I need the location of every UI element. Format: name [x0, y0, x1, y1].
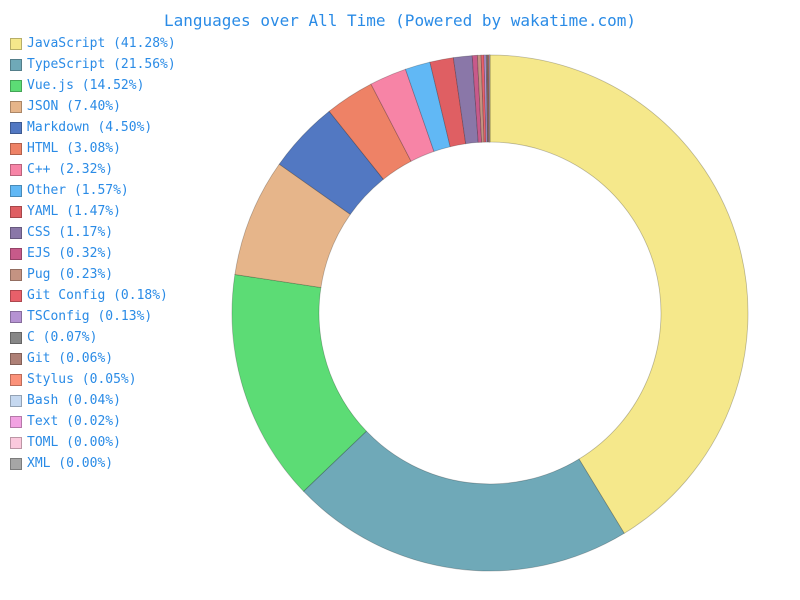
- slice-javascript[interactable]: [489, 54, 749, 534]
- slice-ejs[interactable]: [471, 54, 483, 143]
- legend-label: TOML (0.00%): [27, 435, 121, 450]
- legend-label: JSON (7.40%): [27, 99, 121, 114]
- legend-swatch: [10, 79, 22, 92]
- legend-label: C++ (2.32%): [27, 162, 114, 177]
- legend-item-c[interactable]: C (0.07%): [10, 327, 176, 348]
- legend-item-toml[interactable]: TOML (0.00%): [10, 432, 176, 453]
- legend-item-tsconfig[interactable]: TSConfig (0.13%): [10, 306, 176, 327]
- legend-swatch: [10, 289, 22, 302]
- legend-label: Vue.js (14.52%): [27, 78, 145, 93]
- legend-swatch: [10, 37, 22, 50]
- legend-swatch: [10, 373, 22, 386]
- slice-typescript[interactable]: [302, 430, 625, 572]
- legend-label: Stylus (0.05%): [27, 372, 137, 387]
- legend-swatch: [10, 268, 22, 281]
- legend-label: JavaScript (41.28%): [27, 36, 176, 51]
- legend-label: Text (0.02%): [27, 414, 121, 429]
- legend-label: Other (1.57%): [27, 183, 129, 198]
- legend-swatch: [10, 247, 22, 260]
- legend-swatch: [10, 163, 22, 176]
- legend-swatch: [10, 352, 22, 365]
- legend-item-markdown[interactable]: Markdown (4.50%): [10, 117, 176, 138]
- legend-label: YAML (1.47%): [27, 204, 121, 219]
- legend-item-typescript[interactable]: TypeScript (21.56%): [10, 54, 176, 75]
- legend-label: TypeScript (21.56%): [27, 57, 176, 72]
- legend-swatch: [10, 58, 22, 71]
- legend-item-css[interactable]: CSS (1.17%): [10, 222, 176, 243]
- slice-css[interactable]: [452, 55, 479, 145]
- legend: JavaScript (41.28%) TypeScript (21.56%) Vu…: [10, 33, 176, 474]
- legend-item-json[interactable]: JSON (7.40%): [10, 96, 176, 117]
- legend-item-stylus[interactable]: Stylus (0.05%): [10, 369, 176, 390]
- legend-item-xml[interactable]: XML (0.00%): [10, 453, 176, 474]
- legend-item-git-config[interactable]: Git Config (0.18%): [10, 285, 176, 306]
- slice-markdown[interactable]: [278, 110, 384, 215]
- legend-label: XML (0.00%): [27, 456, 114, 471]
- legend-label: Bash (0.04%): [27, 393, 121, 408]
- legend-label: HTML (3.08%): [27, 141, 121, 156]
- legend-swatch: [10, 457, 22, 470]
- legend-item-bash[interactable]: Bash (0.04%): [10, 390, 176, 411]
- legend-item-javascript[interactable]: JavaScript (41.28%): [10, 33, 176, 54]
- legend-label: Markdown (4.50%): [27, 120, 153, 135]
- legend-label: TSConfig (0.13%): [27, 309, 153, 324]
- slice-stylus[interactable]: [487, 54, 490, 143]
- legend-label: EJS (0.32%): [27, 246, 114, 261]
- slice-pug[interactable]: [476, 54, 485, 143]
- legend-item-vue-js[interactable]: Vue.js (14.52%): [10, 75, 176, 96]
- legend-swatch: [10, 100, 22, 113]
- legend-swatch: [10, 394, 22, 407]
- legend-swatch: [10, 436, 22, 449]
- legend-swatch: [10, 331, 22, 344]
- slice-bash[interactable]: [488, 54, 491, 143]
- legend-item-cpp[interactable]: C++ (2.32%): [10, 159, 176, 180]
- chart-title: Languages over All Time (Powered by waka…: [163, 11, 636, 30]
- legend-item-html[interactable]: HTML (3.08%): [10, 138, 176, 159]
- legend-label: C (0.07%): [27, 330, 98, 345]
- legend-swatch: [10, 184, 22, 197]
- legend-label: Git (0.06%): [27, 351, 114, 366]
- legend-label: Pug (0.23%): [27, 267, 114, 282]
- legend-swatch: [10, 121, 22, 134]
- legend-item-git[interactable]: Git (0.06%): [10, 348, 176, 369]
- legend-swatch: [10, 310, 22, 323]
- legend-swatch: [10, 226, 22, 239]
- slice-vue-js[interactable]: [231, 274, 367, 492]
- legend-item-pug[interactable]: Pug (0.23%): [10, 264, 176, 285]
- legend-label: Git Config (0.18%): [27, 288, 168, 303]
- legend-swatch: [10, 142, 22, 155]
- legend-label: CSS (1.17%): [27, 225, 114, 240]
- legend-item-ejs[interactable]: EJS (0.32%): [10, 243, 176, 264]
- slice-cpp[interactable]: [370, 68, 435, 162]
- legend-item-text[interactable]: Text (0.02%): [10, 411, 176, 432]
- legend-item-yaml[interactable]: YAML (1.47%): [10, 201, 176, 222]
- slice-c[interactable]: [485, 54, 489, 143]
- legend-swatch: [10, 205, 22, 218]
- legend-swatch: [10, 415, 22, 428]
- legend-item-other[interactable]: Other (1.57%): [10, 180, 176, 201]
